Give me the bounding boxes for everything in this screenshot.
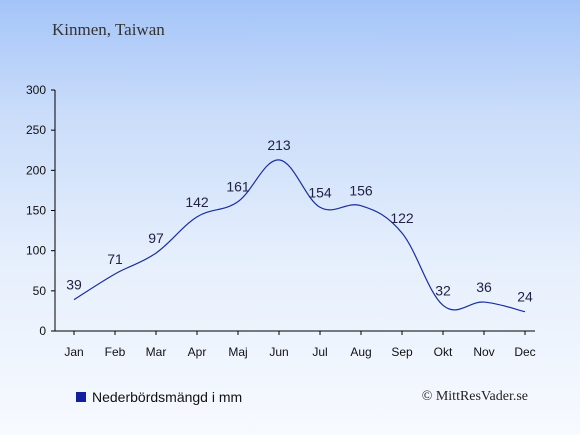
- data-label: 142: [185, 194, 209, 210]
- data-label: 32: [435, 282, 451, 298]
- x-tick-label: Sep: [391, 345, 413, 359]
- chart-title: Kinmen, Taiwan: [52, 20, 165, 39]
- data-labels: 39 71 97 142 161 213 154 156 122 32 36 24: [66, 137, 533, 305]
- data-label: 122: [390, 210, 414, 226]
- x-tick-label: Okt: [434, 345, 453, 359]
- data-label: 161: [226, 179, 250, 195]
- x-tick-label: Dec: [514, 345, 535, 359]
- y-tick-label: 150: [26, 204, 46, 218]
- data-label: 97: [148, 230, 164, 246]
- legend-label: Nederbördsmängd i mm: [92, 389, 243, 405]
- data-label: 24: [517, 289, 533, 305]
- y-tick-label: 250: [26, 123, 46, 137]
- y-ticks: 0 50 100 150 200 250 300: [26, 83, 55, 338]
- x-tick-label: Aug: [350, 345, 371, 359]
- data-label: 156: [349, 183, 373, 199]
- data-label: 36: [476, 279, 492, 295]
- data-label: 213: [267, 137, 291, 153]
- data-label: 71: [107, 251, 123, 267]
- y-tick-label: 100: [26, 244, 46, 258]
- y-tick-label: 50: [33, 284, 47, 298]
- data-label: 154: [308, 184, 332, 200]
- x-ticks: Jan Feb Mar Apr Maj Jun Jul Aug Sep Okt Nov Dec: [64, 331, 536, 359]
- legend-swatch: [76, 392, 86, 402]
- legend: Nederbördsmängd i mm: [76, 389, 242, 405]
- credit-text: © MittResVader.se: [421, 389, 528, 404]
- x-tick-label: Apr: [188, 345, 207, 359]
- x-tick-label: Mar: [146, 345, 167, 359]
- y-tick-label: 0: [39, 324, 46, 338]
- data-label: 39: [66, 277, 82, 293]
- y-tick-label: 300: [26, 83, 46, 97]
- x-tick-label: Nov: [473, 345, 494, 359]
- x-tick-label: Jun: [269, 345, 288, 359]
- x-tick-label: Maj: [228, 345, 247, 359]
- x-tick-label: Feb: [105, 345, 126, 359]
- series-line: [73, 159, 526, 313]
- x-tick-label: Jul: [312, 345, 327, 359]
- x-tick-label: Jan: [64, 345, 83, 359]
- y-tick-label: 200: [26, 163, 46, 177]
